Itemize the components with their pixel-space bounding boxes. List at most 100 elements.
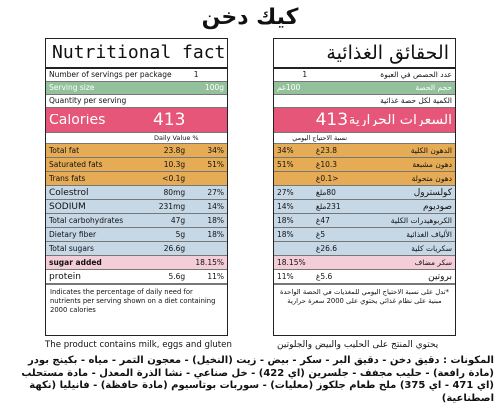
nutrient-row: Total sugars 26.6g <box>46 242 227 256</box>
nutrient-row: دهون متحولة <0.1غ <box>274 172 455 186</box>
nutrient-amount: 231ملغ <box>315 201 341 211</box>
servings-per-package-value: 1 <box>193 70 199 79</box>
quantity-per-serving-label: Quantity per serving <box>49 96 127 105</box>
nutrient-row: صوديوم 231ملغ 14% <box>274 200 455 214</box>
nutrient-amount: <0.1غ <box>315 173 339 183</box>
nutrient-daily-value: 14% <box>277 201 294 211</box>
nutrient-name: protein <box>49 271 81 282</box>
nutrient-row: Total carbohydrates 47g 18% <box>46 214 227 228</box>
nutrient-row: الكربوهيدرات الكلية 47غ 18% <box>274 214 455 228</box>
nutrient-name: صوديوم <box>422 201 452 212</box>
calories-value: 413 <box>315 110 349 130</box>
english-nutrition-label: Nutritional facts Number of servings per… <box>45 38 228 336</box>
nutrient-amount: 80ملغ <box>315 187 336 197</box>
nutrient-row: Dietary fiber 5g 18% <box>46 228 227 242</box>
serving-size-row: Serving size 100g <box>46 82 227 95</box>
nutrient-row: سكر مضاف 18.15% <box>274 256 455 270</box>
nutrient-amount: 23.8g <box>163 145 186 155</box>
serving-size-label: حجم الحصة <box>415 83 452 92</box>
nutrient-row: sugar added 18.15% <box>46 256 227 270</box>
servings-per-package-label: Number of servings per package <box>49 70 172 79</box>
nutrient-row: الدهون الكلية 23.8غ 34% <box>274 144 455 158</box>
nutrient-daily-value: 34% <box>277 145 294 155</box>
nutrient-amount: 80mg <box>163 187 186 197</box>
nutrient-name: سكر مضاف <box>414 257 452 267</box>
nutrient-name: دهون متحولة <box>411 173 452 183</box>
nutrient-daily-value: 27% <box>207 187 224 197</box>
ingredients-list: المكونات : دقيق دخن - دقيق البر - سكر - … <box>21 355 494 404</box>
nutrient-amount: 231mg <box>158 201 186 211</box>
nutrient-daily-value: 18% <box>277 229 294 239</box>
quantity-per-serving-row: Quantity per serving <box>46 95 227 108</box>
serving-size-row: حجم الحصة 100غم <box>274 82 455 95</box>
nutrient-name: Total fat <box>49 145 80 155</box>
nutrient-name: Total sugars <box>49 243 94 253</box>
daily-value-footnote: Indicates the percentage of daily need f… <box>46 284 227 318</box>
servings-per-package-value: 1 <box>302 70 308 79</box>
nutrient-amount: 23.8غ <box>315 145 338 155</box>
daily-value-footnote: *تدل على نسبة الاحتياج اليومي للمغذيات ف… <box>274 284 455 309</box>
nutrient-amount: 5غ <box>315 229 326 239</box>
nutrient-name: كولسترول <box>413 187 452 198</box>
serving-size-value: 100g <box>204 83 224 92</box>
nutrient-name: الألياف الغذائية <box>406 229 452 239</box>
nutrient-daily-value: 18% <box>207 229 224 239</box>
nutrient-daily-value: 18.15% <box>277 257 306 267</box>
nutrient-row: SODIUM 231mg 14% <box>46 200 227 214</box>
nutrient-name: SODIUM <box>49 201 86 212</box>
nutrient-row: بروتين 5.6غ 11% <box>274 270 455 284</box>
nutrient-amount: 5g <box>175 229 186 239</box>
quantity-per-serving-label: الكمية لكل حصة غذائية <box>380 96 452 105</box>
nutrient-amount: 5.6غ <box>315 271 333 281</box>
nutrient-row: Trans fats <0.1g <box>46 172 227 186</box>
arabic-nutrition-label: الحقائق الغذائية عدد الحصص في العبوة 1 ح… <box>273 38 456 336</box>
nutrient-name: الدهون الكلية <box>410 145 452 155</box>
nutrient-daily-value: 11% <box>277 271 294 281</box>
servings-per-package-label: عدد الحصص في العبوة <box>380 70 452 79</box>
english-label-title: Nutritional facts <box>46 39 227 69</box>
nutrient-row: سكريات كلية 26.6غ <box>274 242 455 256</box>
nutrient-name: بروتين <box>428 271 452 282</box>
nutrient-daily-value: 18% <box>207 215 224 225</box>
nutrient-row: الألياف الغذائية 5غ 18% <box>274 228 455 242</box>
nutrient-amount: 10.3غ <box>315 159 338 169</box>
nutrient-daily-value: 18% <box>277 215 294 225</box>
nutrient-amount: <0.1g <box>162 173 186 183</box>
nutrient-amount: 26.6غ <box>315 243 338 253</box>
servings-per-package-row: Number of servings per package 1 <box>46 69 227 82</box>
calories-row: السعرات الحرارية 413 <box>274 108 455 133</box>
nutrient-amount: 26.6g <box>163 243 186 253</box>
calories-row: Calories 413 <box>46 108 227 133</box>
nutrient-daily-value: 18.15% <box>195 257 224 267</box>
nutrient-name: Colestrol <box>49 187 89 198</box>
nutrient-daily-value: 11% <box>207 271 224 281</box>
nutrient-name: Saturated fats <box>49 159 103 169</box>
servings-per-package-row: عدد الحصص في العبوة 1 <box>274 69 455 82</box>
nutrient-row: دهون مشبعة 10.3غ 51% <box>274 158 455 172</box>
product-title: كيك دخن <box>201 5 299 30</box>
nutrient-daily-value: 34% <box>207 145 224 155</box>
nutrient-amount: 10.3g <box>163 159 186 169</box>
daily-value-header-row: نسبة الاحتياج اليومي <box>274 133 455 144</box>
calories-label: السعرات الحرارية <box>350 114 452 126</box>
nutrient-name: دهون مشبعة <box>412 159 452 169</box>
allergen-statement-english: The product contains milk, eggs and glut… <box>45 340 232 350</box>
nutrient-daily-value: 51% <box>207 159 224 169</box>
calories-label: Calories <box>49 114 106 126</box>
nutrient-amount: 47g <box>170 215 186 225</box>
daily-value-header-row: Daily Value % <box>46 133 227 144</box>
nutrient-name: Total carbohydrates <box>49 215 124 225</box>
nutrient-row: Total fat 23.8g 34% <box>46 144 227 158</box>
nutrient-name: Trans fats <box>49 173 86 183</box>
nutrient-row: Saturated fats 10.3g 51% <box>46 158 227 172</box>
quantity-per-serving-row: الكمية لكل حصة غذائية <box>274 95 455 108</box>
nutrient-name: Dietary fiber <box>49 229 97 239</box>
nutrient-daily-value: 27% <box>277 187 294 197</box>
serving-size-value: 100غم <box>277 83 301 92</box>
nutrient-row: protein 5.6g 11% <box>46 270 227 284</box>
nutrient-amount: 47غ <box>315 215 330 225</box>
nutrient-daily-value: 51% <box>277 159 294 169</box>
serving-size-label: Serving size <box>49 83 95 92</box>
allergen-statement-arabic: يحتوي المنتج على الحليب والبيض والجلوتين <box>277 340 439 350</box>
nutrient-daily-value: 14% <box>207 201 224 211</box>
